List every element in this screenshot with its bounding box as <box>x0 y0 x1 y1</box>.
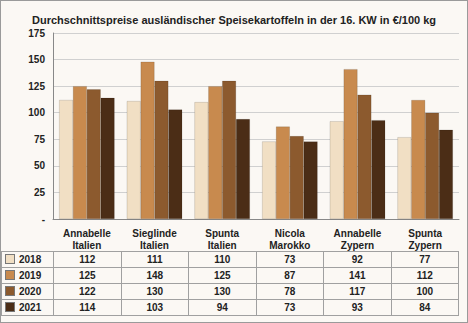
html-text:2021: 2021 <box>19 302 42 313</box>
svg-text:50: 50 <box>34 160 46 171</box>
svg-text:Sieglinde: Sieglinde <box>132 228 177 239</box>
html-text:2020: 2020 <box>19 286 42 297</box>
svg-text:Italien: Italien <box>72 240 101 251</box>
svg-text:Marokko: Marokko <box>269 240 310 251</box>
svg-text:150: 150 <box>28 54 45 65</box>
html-text:112: 112 <box>79 254 96 265</box>
html-text:84: 84 <box>419 302 431 313</box>
svg-text:Italien: Italien <box>140 240 169 251</box>
svg-text:Annabelle: Annabelle <box>63 228 111 239</box>
svg-text:Zypern: Zypern <box>408 240 441 251</box>
svg-text:25: 25 <box>34 187 46 198</box>
html-text:125: 125 <box>78 270 96 281</box>
svg-text:Zypern: Zypern <box>341 240 374 251</box>
svg-text:Nicola: Nicola <box>275 228 305 239</box>
html-text:100: 100 <box>416 286 434 297</box>
html-text:114: 114 <box>79 302 96 313</box>
html-text:92: 92 <box>351 254 363 265</box>
svg-text:75: 75 <box>34 134 46 145</box>
svg-text:175: 175 <box>28 28 45 39</box>
html-text:73: 73 <box>284 302 296 313</box>
html-text:87: 87 <box>284 270 296 281</box>
svg-text:-: - <box>42 214 45 225</box>
html-text:122: 122 <box>78 286 96 297</box>
svg-text:Annabelle: Annabelle <box>334 228 382 239</box>
svg-text:Spunta: Spunta <box>205 228 239 239</box>
svg-text:Durchschnittspreise ausländisc: Durchschnittspreise ausländischer Speise… <box>32 14 436 26</box>
html-text:141: 141 <box>348 270 366 281</box>
html-text:78: 78 <box>284 286 296 297</box>
html-text:125: 125 <box>213 270 231 281</box>
html-text:94: 94 <box>216 302 228 313</box>
html-text:130: 130 <box>146 286 164 297</box>
html-text:112: 112 <box>416 270 433 281</box>
html-text:73: 73 <box>284 254 296 265</box>
html-text:103: 103 <box>146 302 164 313</box>
html-text:111: 111 <box>147 254 163 265</box>
html-text:93: 93 <box>351 302 363 313</box>
html-text:110: 110 <box>214 254 231 265</box>
html-text:148: 148 <box>146 270 164 281</box>
html-text:77: 77 <box>419 254 431 265</box>
svg-text:Italien: Italien <box>208 240 237 251</box>
svg-text:125: 125 <box>28 81 45 92</box>
svg-text:100: 100 <box>28 107 45 118</box>
html-text:2018: 2018 <box>19 254 42 265</box>
html-text:2019: 2019 <box>19 270 42 281</box>
html-text:130: 130 <box>213 286 231 297</box>
svg-text:Spunta: Spunta <box>408 228 442 239</box>
html-text:117: 117 <box>349 286 366 297</box>
